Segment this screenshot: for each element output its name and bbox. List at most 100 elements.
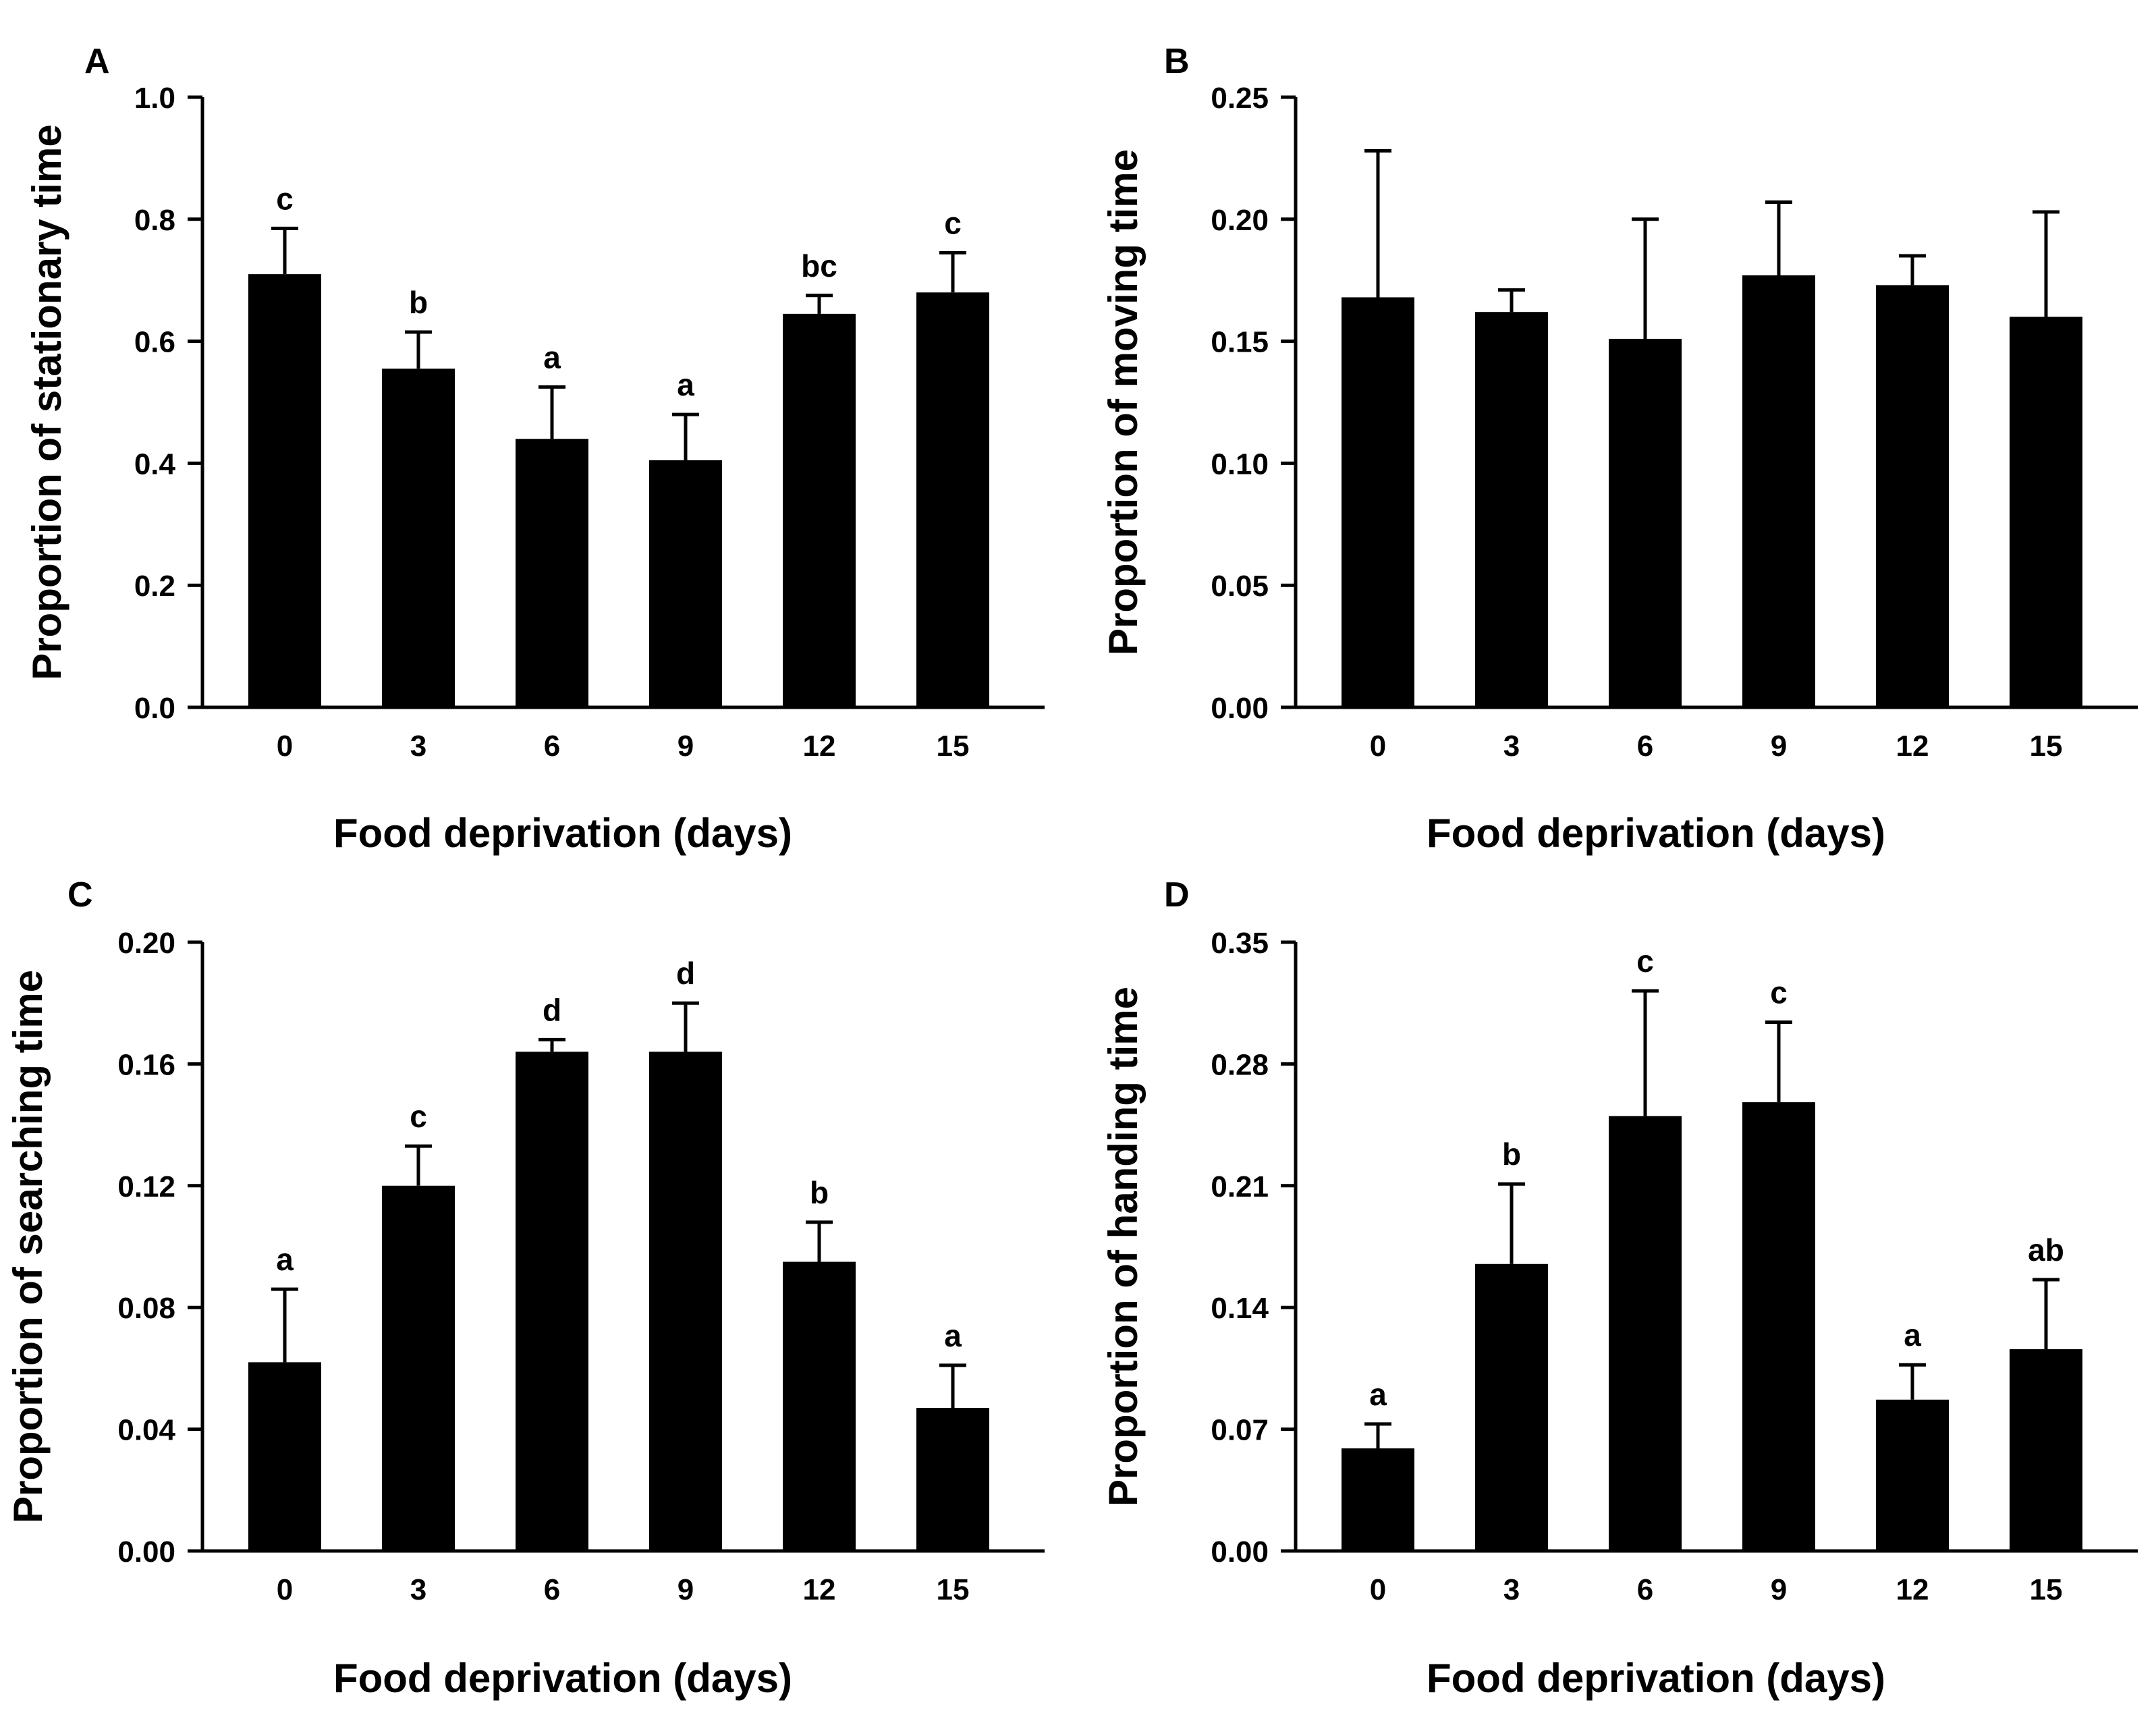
- significance-letter: d: [543, 992, 561, 1027]
- panel-a: A 0.0 0.2 0.4 0.6 0.8 1.0 0 c 3 b 6 a 9 a 12 bc 15 c Propor…: [24, 42, 1045, 856]
- significance-letter: c: [276, 181, 294, 216]
- significance-letter: b: [409, 285, 428, 320]
- y-tick-label: 0.00: [117, 1535, 175, 1569]
- bar: [516, 1052, 588, 1551]
- bar: [2010, 317, 2082, 707]
- x-tick-label: 12: [803, 1573, 836, 1606]
- x-tick-label: 3: [410, 1573, 426, 1606]
- significance-letter: c: [944, 206, 962, 241]
- bar: [783, 313, 856, 707]
- y-tick-label: 0.20: [117, 927, 175, 960]
- significance-letter: c: [1636, 944, 1654, 979]
- x-axis-title: Food deprivation (days): [333, 1656, 792, 1701]
- x-axis-title: Food deprivation (days): [1427, 1656, 1885, 1701]
- x-tick-label: 3: [1503, 1573, 1520, 1606]
- bar: [649, 1052, 722, 1551]
- x-tick-label: 9: [1771, 730, 1787, 763]
- y-tick-label: 0.6: [134, 326, 175, 359]
- y-axis-title: Proportion of searching time: [5, 970, 51, 1523]
- x-tick-label: 6: [1637, 1573, 1653, 1606]
- y-tick-label: 0.00: [1211, 1535, 1269, 1569]
- significance-letter: b: [1502, 1137, 1521, 1172]
- y-axis-title: Proportion of stationary time: [24, 124, 70, 680]
- x-tick-label: 9: [1771, 1573, 1787, 1606]
- y-tick-label: 0.10: [1211, 447, 1269, 481]
- x-tick-label: 3: [1503, 730, 1520, 763]
- panel-b: B 0.00 0.05 0.10 0.15 0.20 0.25 0 3 6 9 12 15 Proport…: [1101, 42, 2138, 856]
- panel-d: D 0.00 0.07 0.14 0.21 0.28 0.35 0 a 3 b 6 c 9 c 12 a 15 ab…: [1101, 875, 2138, 1701]
- x-tick-label: 15: [2030, 730, 2063, 763]
- bar: [916, 292, 989, 707]
- bar: [1609, 1116, 1682, 1551]
- panel-letter: C: [67, 875, 93, 915]
- y-tick-label: 0.25: [1211, 82, 1269, 115]
- significance-letter: bc: [801, 248, 837, 283]
- bar: [1342, 1448, 1414, 1551]
- bar: [916, 1408, 989, 1551]
- y-tick-label: 0.2: [134, 570, 175, 603]
- x-tick-label: 6: [544, 1573, 560, 1606]
- x-tick-label: 12: [803, 730, 836, 763]
- significance-letter: ab: [2028, 1232, 2064, 1268]
- x-tick-label: 0: [277, 730, 293, 763]
- x-tick-label: 12: [1896, 730, 1929, 763]
- y-tick-label: 0.15: [1211, 326, 1269, 359]
- panel-letter: A: [84, 42, 110, 81]
- y-tick-label: 0.20: [1211, 204, 1269, 237]
- bar: [1475, 1263, 1548, 1551]
- significance-letter: a: [944, 1318, 962, 1353]
- y-tick-label: 0.04: [117, 1414, 175, 1447]
- x-tick-label: 3: [410, 730, 426, 763]
- significance-letter: a: [276, 1242, 294, 1277]
- significance-letter: a: [543, 339, 561, 375]
- bar: [1876, 285, 1949, 707]
- panel-letter: B: [1164, 42, 1190, 81]
- y-tick-label: 0.08: [117, 1292, 175, 1325]
- x-tick-label: 15: [937, 1573, 970, 1606]
- y-tick-label: 0.12: [117, 1170, 175, 1203]
- y-tick-label: 0.00: [1211, 692, 1269, 725]
- bar: [248, 1362, 321, 1551]
- y-axis-title: Proportion of handing time: [1101, 987, 1146, 1506]
- y-tick-label: 0.16: [117, 1048, 175, 1081]
- significance-letter: d: [676, 956, 695, 991]
- bar: [516, 439, 588, 707]
- bar: [783, 1261, 856, 1551]
- bar: [382, 1185, 455, 1551]
- bar: [1475, 312, 1548, 707]
- x-tick-label: 6: [1637, 730, 1653, 763]
- bar: [1742, 1102, 1815, 1551]
- y-tick-label: 0.35: [1211, 927, 1269, 960]
- significance-letter: a: [677, 367, 694, 402]
- y-tick-label: 0.21: [1211, 1170, 1269, 1203]
- significance-letter: a: [1369, 1377, 1387, 1412]
- x-tick-label: 15: [937, 730, 970, 763]
- bar: [1342, 297, 1414, 708]
- y-tick-label: 0.8: [134, 204, 175, 237]
- bar: [382, 369, 455, 707]
- x-axis-title: Food deprivation (days): [333, 811, 792, 856]
- x-tick-label: 0: [1370, 1573, 1386, 1606]
- y-tick-label: 0.4: [134, 447, 176, 481]
- significance-letter: c: [410, 1099, 427, 1134]
- x-tick-label: 12: [1896, 1573, 1929, 1606]
- y-tick-label: 1.0: [134, 82, 175, 115]
- x-tick-label: 0: [277, 1573, 293, 1606]
- y-axis-title: Proportion of moving time: [1101, 149, 1146, 655]
- significance-letter: c: [1770, 975, 1788, 1010]
- x-tick-label: 9: [678, 730, 694, 763]
- bar: [1742, 275, 1815, 707]
- significance-letter: b: [810, 1175, 829, 1210]
- significance-letter: a: [1904, 1317, 1921, 1353]
- bar: [1876, 1399, 1949, 1551]
- y-tick-label: 0.0: [134, 692, 175, 725]
- y-tick-label: 0.28: [1211, 1048, 1269, 1081]
- x-tick-label: 9: [678, 1573, 694, 1606]
- bar: [248, 274, 321, 707]
- bar: [649, 460, 722, 707]
- bar: [2010, 1349, 2082, 1551]
- panel-letter: D: [1164, 875, 1190, 915]
- bar: [1609, 338, 1682, 707]
- panel-c: C 0.00 0.04 0.08 0.12 0.16 0.20 0 a 3 c 6 d 9 d 12 b 15 a P…: [5, 875, 1045, 1701]
